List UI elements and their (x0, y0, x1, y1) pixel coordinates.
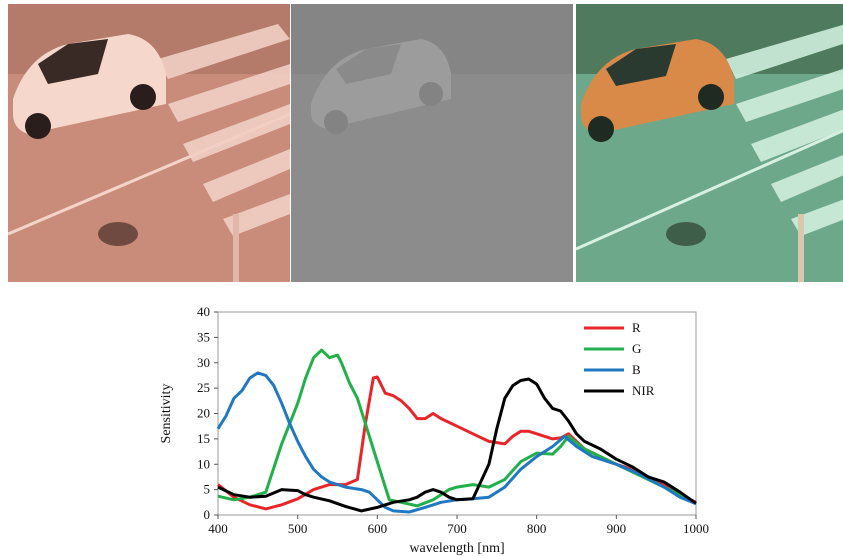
rgb-photo (8, 4, 290, 282)
y-tick-label: 20 (197, 406, 210, 421)
series-line-nir (217, 377, 697, 513)
nir-photo (291, 4, 573, 282)
x-tick-label: 800 (527, 521, 547, 536)
x-tick-label: 1000 (683, 521, 709, 536)
legend: RGB NIR (584, 320, 655, 398)
series-line-b (216, 371, 697, 514)
series-lines (216, 348, 697, 514)
axes: 400 500 600 700 800 900 1000 0 5 10 15 20 25 30 35 40 (197, 304, 709, 536)
y-tick-label: 30 (197, 355, 210, 370)
legend-label-nir: NIR (632, 383, 655, 398)
y-axis-label: Sensitivity (159, 384, 174, 444)
y-tick-label: 35 (197, 329, 210, 344)
y-tick-label: 15 (197, 431, 210, 446)
y-tick-label: 40 (197, 304, 210, 319)
legend-label-r: R (632, 320, 641, 335)
x-tick-label: 500 (288, 521, 308, 536)
false-color-photo (576, 4, 843, 282)
x-tick-label: 600 (368, 521, 388, 536)
legend-label-b: B (632, 362, 641, 377)
sensitivity-chart: 400 500 600 700 800 900 1000 0 5 10 15 20 25 30 35 40 R… (150, 300, 720, 556)
x-tick-label: 700 (447, 521, 467, 536)
x-tick-label: 900 (607, 521, 627, 536)
y-tick-label: 25 (197, 380, 210, 395)
plot-area (217, 311, 697, 516)
y-tick-label: 5 (204, 482, 211, 497)
legend-label-g: G (632, 341, 641, 356)
x-axis-label: wavelength [nm] (409, 541, 504, 556)
x-tick-label: 400 (208, 521, 228, 536)
y-tick-label: 10 (197, 456, 210, 471)
y-tick-label: 0 (204, 507, 211, 522)
series-line-g (217, 348, 697, 508)
